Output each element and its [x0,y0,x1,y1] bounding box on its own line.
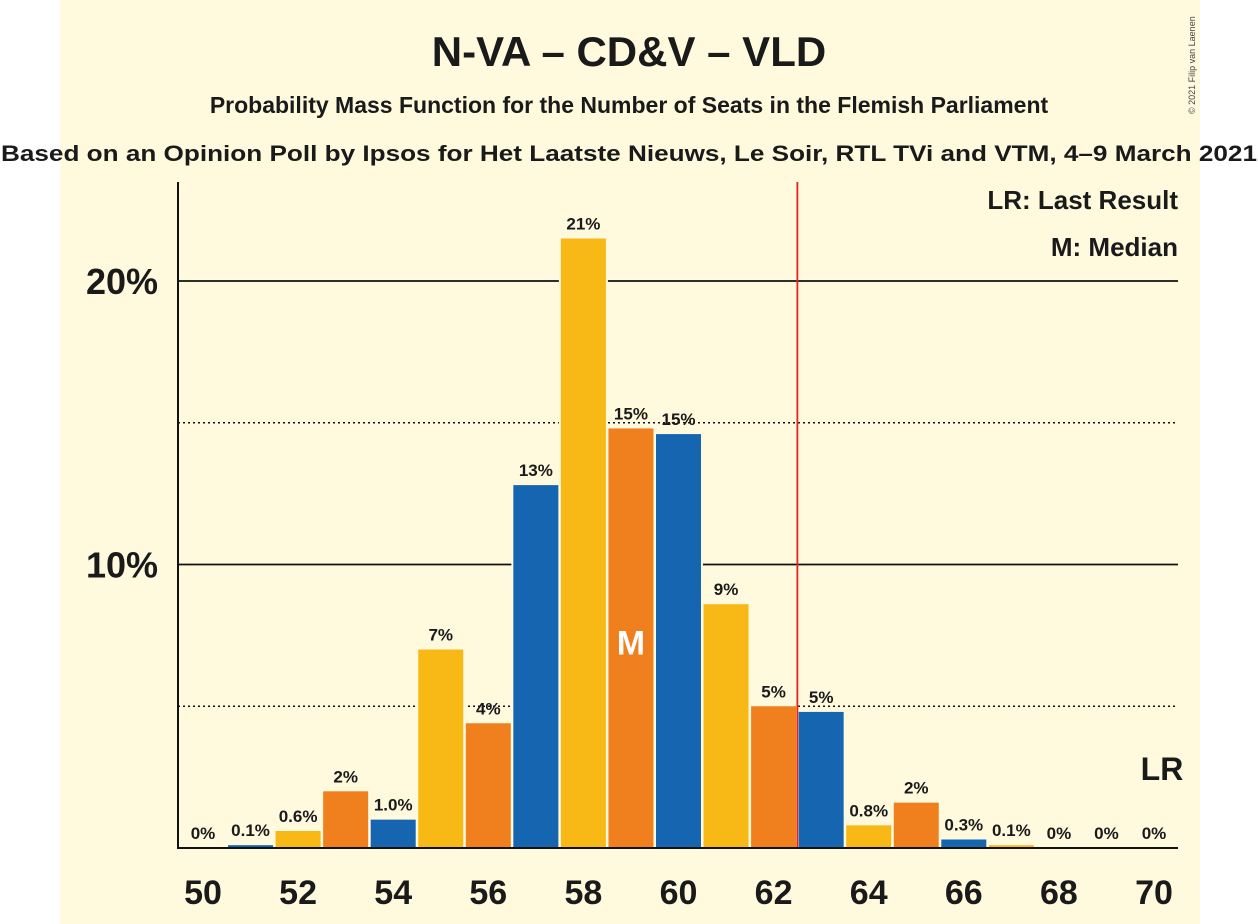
data-label-69: 0% [1094,824,1119,843]
bar-seats-66 [941,839,987,848]
chart-title: N-VA – CD&V – VLD [432,28,826,75]
data-label-50: 0% [191,824,216,843]
bar-seats-53 [323,791,369,848]
chart-subtitle: Probability Mass Function for the Number… [210,92,1049,118]
x-tick-label: 50 [184,874,222,912]
data-label-54: 1.0% [374,796,413,815]
legend-last-result: LR: Last Result [987,185,1178,215]
x-tick-label: 62 [755,874,793,912]
data-label-56: 4% [476,699,501,718]
bar-seats-55 [418,649,464,848]
x-tick-label: 66 [945,874,983,912]
bar-seats-63 [798,711,844,848]
data-label-62: 5% [761,682,786,701]
bar-seats-52 [275,830,321,848]
data-label-59: 15% [614,404,648,423]
chart-source: Based on an Opinion Poll by Ipsos for He… [1,141,1257,166]
x-tick-label: 54 [374,874,412,912]
data-label-67: 0.1% [992,821,1031,840]
bar-seats-67 [988,845,1034,848]
median-marker: M [617,624,645,662]
data-label-66: 0.3% [944,815,983,834]
bars [226,236,1036,849]
data-label-68: 0% [1047,824,1072,843]
data-label-53: 2% [333,767,358,786]
bar-seats-64 [846,825,892,848]
data-label-63: 5% [809,688,834,707]
x-tick-label: 58 [564,874,602,912]
data-label-52: 0.6% [279,807,318,826]
legend-median: M: Median [1051,232,1178,262]
bar-seats-59 [608,428,654,848]
x-tick-label: 64 [850,874,888,912]
x-tick-label: 52 [279,874,317,912]
axes: 10% 20% 50 52 54 56 58 60 62 64 66 68 70 [86,182,1178,912]
bar-seats-60 [656,434,701,848]
data-label-64: 0.8% [849,801,888,820]
x-tick-label: 68 [1040,874,1078,912]
bar-seats-62 [751,706,797,848]
x-tick-label: 60 [660,874,698,912]
bar-seats-65 [893,802,939,848]
data-label-58: 21% [566,214,600,233]
copyright-notice: © 2021 Filip van Laenen [1187,16,1197,114]
data-label-70: 0% [1142,824,1167,843]
last-result-marker: LR [1141,751,1184,787]
data-label-51: 0.1% [231,821,270,840]
y-tick-label: 20% [86,261,158,302]
value-labels: 0% 0.1% 0.6% 2% 1.0% 7% 4% 13% 21% 15% 15% 9% 5% 5% 0.… [191,214,1184,843]
bar-seats-58 [560,238,606,849]
bar-seats-61 [703,604,749,848]
data-label-55: 7% [428,626,453,645]
data-label-65: 2% [904,779,929,798]
data-label-61: 9% [714,580,739,599]
data-label-60: 15% [661,410,695,429]
bar-seats-54 [370,819,416,848]
bar-seats-56 [465,723,511,848]
data-label-57: 13% [519,461,553,480]
x-tick-label: 70 [1135,874,1173,912]
x-tick-label: 56 [469,874,507,912]
bar-seats-51 [228,845,274,848]
y-tick-label: 10% [86,545,158,586]
bar-seats-57 [513,485,559,848]
